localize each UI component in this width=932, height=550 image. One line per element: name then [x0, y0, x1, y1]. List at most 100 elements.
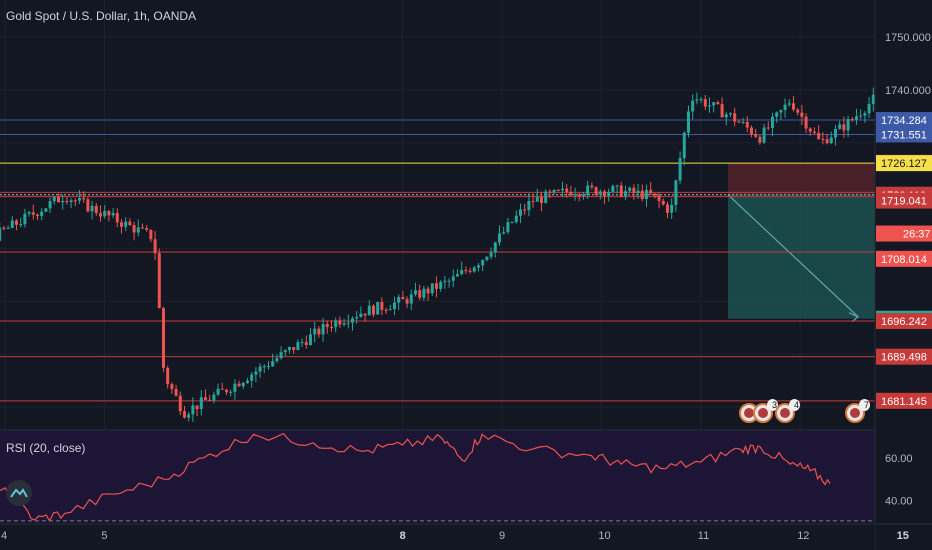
- candle-body: [586, 185, 590, 195]
- candle-body: [166, 367, 170, 385]
- event-count-badge: [767, 399, 778, 411]
- candle-body: [103, 211, 107, 217]
- candle-body: [145, 228, 149, 230]
- candle-body: [61, 200, 65, 203]
- candle-body: [6, 227, 10, 229]
- candle-body: [460, 270, 464, 275]
- candle-body: [439, 281, 443, 289]
- candle-body: [775, 112, 779, 117]
- candle-body: [619, 185, 623, 197]
- candle-body: [317, 328, 321, 335]
- event-count: 7: [864, 400, 869, 410]
- price-label: 1726.127: [881, 158, 927, 170]
- candle-body: [208, 399, 212, 401]
- candle-body: [128, 221, 132, 226]
- flag-center: [780, 408, 790, 418]
- candle-body: [615, 185, 619, 187]
- price-label-box: [876, 348, 932, 365]
- candle-body: [867, 103, 871, 114]
- candle-body: [859, 115, 863, 117]
- short-position-tool[interactable]: [727, 162, 875, 323]
- candle-body: [842, 124, 846, 131]
- candle-body: [531, 200, 535, 202]
- candle-body: [262, 366, 266, 368]
- candle-body: [707, 105, 711, 107]
- price-label-box: [876, 126, 932, 143]
- candle-body: [140, 227, 144, 229]
- candle-body: [871, 94, 875, 104]
- price-label: 1719.041: [881, 196, 927, 208]
- logo-icon: [10, 488, 28, 498]
- candle-body: [863, 113, 867, 116]
- candle-body: [468, 270, 472, 272]
- candle-body: [560, 188, 564, 191]
- chart-title: Gold Spot / U.S. Dollar, 1h, OANDA: [6, 9, 197, 23]
- candle-body: [56, 196, 60, 203]
- candle-body: [514, 215, 518, 222]
- candle-body: [203, 397, 207, 400]
- candle-body: [321, 323, 325, 335]
- candle-body: [350, 318, 354, 323]
- event-count-badge: [859, 399, 870, 411]
- candle-body: [44, 208, 48, 212]
- candle-body: [434, 283, 438, 289]
- candle-body: [716, 102, 720, 104]
- candle-body: [405, 299, 409, 304]
- candle-body: [149, 229, 153, 240]
- candle-body: [539, 196, 543, 203]
- candle-body: [157, 253, 161, 309]
- candle-body: [174, 388, 178, 396]
- candle-body: [304, 342, 308, 345]
- candle-body: [266, 366, 270, 368]
- candle-body: [754, 134, 758, 137]
- candle-body: [82, 198, 86, 200]
- candle-body: [388, 309, 392, 311]
- candle-body: [77, 198, 81, 201]
- candle-body: [489, 252, 493, 257]
- candle-body: [376, 302, 380, 315]
- candle-body: [838, 124, 842, 130]
- candle-body: [678, 158, 682, 181]
- candle-body: [569, 191, 573, 196]
- candle-body: [720, 103, 724, 118]
- candles: [0, 80, 932, 422]
- candle-body: [237, 383, 241, 387]
- candle-body: [40, 211, 44, 217]
- candle-body: [199, 397, 203, 410]
- candle-body: [380, 302, 384, 310]
- horizontal-lines[interactable]: [0, 119, 875, 402]
- candle-body: [691, 100, 695, 112]
- candle-body: [334, 320, 338, 328]
- candle-body: [581, 194, 585, 197]
- candle-body: [447, 280, 451, 282]
- candle-body: [292, 347, 296, 350]
- candle-body: [817, 132, 821, 140]
- candle-body: [14, 220, 18, 225]
- candle-body: [308, 334, 312, 345]
- candle-body: [178, 395, 182, 412]
- candle-body: [2, 227, 6, 229]
- tradingview-logo[interactable]: [6, 480, 32, 506]
- candle-body: [527, 200, 531, 211]
- candle-body: [649, 189, 653, 194]
- candle-body: [329, 326, 333, 328]
- candle-body: [313, 328, 317, 335]
- candle-body: [510, 221, 514, 223]
- price-label: 1689.498: [881, 352, 927, 364]
- candle-body: [506, 222, 510, 233]
- event-markers[interactable]: 3 4 7: [739, 399, 870, 423]
- price-label-box: [876, 112, 932, 129]
- candle-body: [132, 225, 136, 233]
- candle-body: [342, 323, 346, 325]
- price-label: 1696.242: [881, 316, 927, 328]
- arrow-head: [848, 312, 860, 323]
- price-label-box: [876, 250, 932, 267]
- candle-body: [665, 204, 669, 213]
- candle-body: [611, 186, 615, 192]
- time-tick-label: 8: [400, 530, 406, 542]
- price-label-box: [876, 392, 932, 409]
- axis-bg: [875, 0, 932, 550]
- candle-body: [590, 185, 594, 188]
- candle-body: [48, 201, 52, 209]
